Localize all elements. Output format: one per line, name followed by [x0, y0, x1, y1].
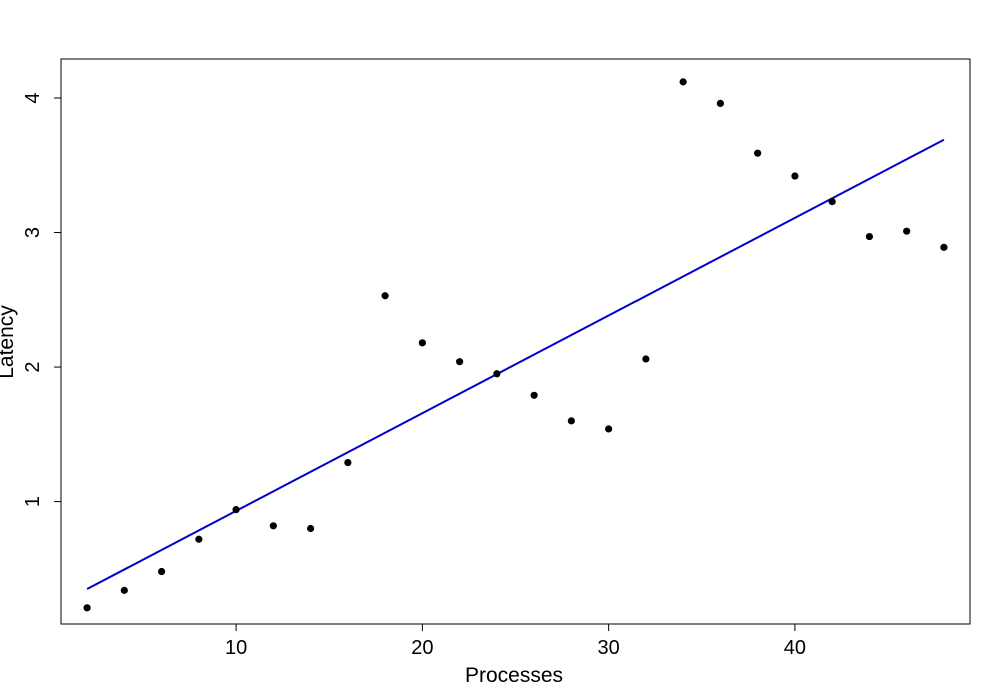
data-point: [940, 243, 948, 251]
data-point: [195, 535, 203, 543]
x-tick-label: 30: [598, 637, 620, 659]
y-axis-title: Latency: [0, 305, 18, 379]
data-point: [493, 370, 501, 378]
data-point: [865, 232, 874, 241]
data-point: [791, 172, 799, 180]
y-tick-label: 2: [22, 361, 44, 372]
data-point: [605, 425, 613, 433]
data-point: [754, 149, 762, 157]
y-tick-label: 1: [22, 496, 44, 507]
x-axis-title: Processes: [465, 664, 563, 687]
x-axis: 10 20 30 40: [225, 624, 806, 659]
data-point: [269, 522, 277, 530]
y-tick-label: 3: [22, 227, 44, 238]
data-point: [530, 391, 538, 399]
data-point: [679, 78, 687, 86]
y-axis: 1 2 3 4: [22, 92, 61, 507]
fit-line: [86, 138, 945, 590]
fit-line-layer: [86, 138, 945, 590]
data-point: [232, 506, 240, 514]
data-point: [456, 358, 464, 366]
data-point: [716, 99, 724, 107]
x-tick-label: 20: [411, 637, 433, 659]
data-point: [418, 339, 426, 347]
data-point: [120, 586, 128, 594]
data-point: [381, 292, 389, 300]
data-point: [567, 417, 575, 425]
data-point: [307, 524, 315, 533]
y-tick-label: 4: [22, 92, 44, 103]
plot-frame: [60, 58, 971, 625]
data-point: [642, 355, 650, 363]
data-point: [83, 604, 91, 612]
x-tick-label: 40: [784, 637, 806, 659]
data-point: [344, 458, 352, 467]
points-layer: [83, 78, 948, 612]
x-tick-label: 10: [225, 637, 247, 659]
data-point: [828, 197, 836, 206]
data-point: [157, 567, 166, 576]
data-point: [903, 227, 911, 235]
